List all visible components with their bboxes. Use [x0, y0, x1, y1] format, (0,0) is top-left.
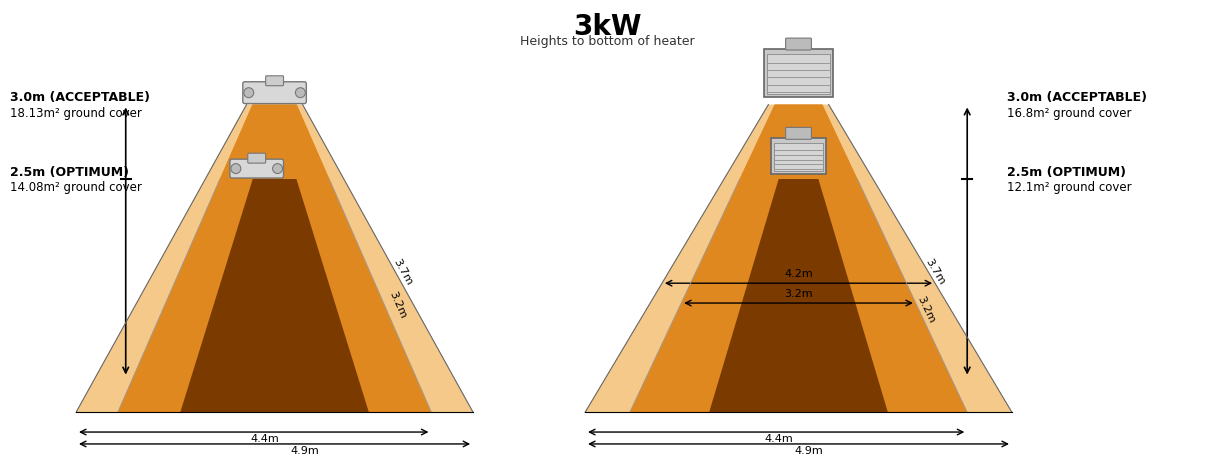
- Polygon shape: [709, 179, 887, 412]
- Text: 4.4m: 4.4m: [765, 433, 793, 443]
- Text: Heights to bottom of heater: Heights to bottom of heater: [520, 35, 694, 48]
- Text: 14.08m² ground cover: 14.08m² ground cover: [10, 181, 142, 194]
- Text: 3kW: 3kW: [573, 13, 641, 41]
- Text: 2.5m (OPTIMUM): 2.5m (OPTIMUM): [1006, 165, 1125, 178]
- Text: 3.0m (ACCEPTABLE): 3.0m (ACCEPTABLE): [1006, 91, 1147, 104]
- Text: 16.8m² ground cover: 16.8m² ground cover: [1006, 107, 1131, 120]
- Text: 12.1m² ground cover: 12.1m² ground cover: [1006, 181, 1131, 194]
- Text: 18.13m² ground cover: 18.13m² ground cover: [10, 107, 142, 120]
- Circle shape: [244, 89, 254, 98]
- FancyBboxPatch shape: [785, 128, 811, 140]
- FancyBboxPatch shape: [771, 139, 826, 175]
- Circle shape: [231, 164, 240, 174]
- FancyBboxPatch shape: [775, 144, 823, 172]
- FancyBboxPatch shape: [248, 154, 266, 164]
- Text: 4.9m: 4.9m: [290, 445, 319, 455]
- Text: 3.2m: 3.2m: [915, 294, 937, 324]
- Text: 3.2m: 3.2m: [784, 288, 813, 298]
- Polygon shape: [739, 106, 857, 179]
- FancyBboxPatch shape: [266, 77, 284, 87]
- FancyBboxPatch shape: [764, 50, 833, 97]
- Text: 2.5m (OPTIMUM): 2.5m (OPTIMUM): [10, 165, 129, 178]
- Circle shape: [295, 89, 306, 98]
- Text: 4.9m: 4.9m: [794, 445, 823, 455]
- Polygon shape: [181, 179, 369, 412]
- Text: 3.7m: 3.7m: [391, 257, 414, 286]
- Text: 4.2m: 4.2m: [784, 269, 813, 279]
- FancyBboxPatch shape: [785, 39, 811, 51]
- Text: 3.0m (ACCEPTABLE): 3.0m (ACCEPTABLE): [10, 91, 149, 104]
- Polygon shape: [630, 106, 968, 412]
- FancyBboxPatch shape: [229, 160, 284, 179]
- Polygon shape: [585, 106, 1011, 412]
- Circle shape: [273, 164, 283, 174]
- Text: 3.7m: 3.7m: [924, 256, 947, 286]
- FancyBboxPatch shape: [243, 83, 306, 104]
- FancyBboxPatch shape: [767, 55, 830, 95]
- Text: 3.2m: 3.2m: [387, 289, 408, 319]
- Polygon shape: [220, 106, 329, 179]
- Text: 4.4m: 4.4m: [250, 433, 279, 443]
- Polygon shape: [76, 106, 473, 412]
- Polygon shape: [118, 106, 431, 412]
